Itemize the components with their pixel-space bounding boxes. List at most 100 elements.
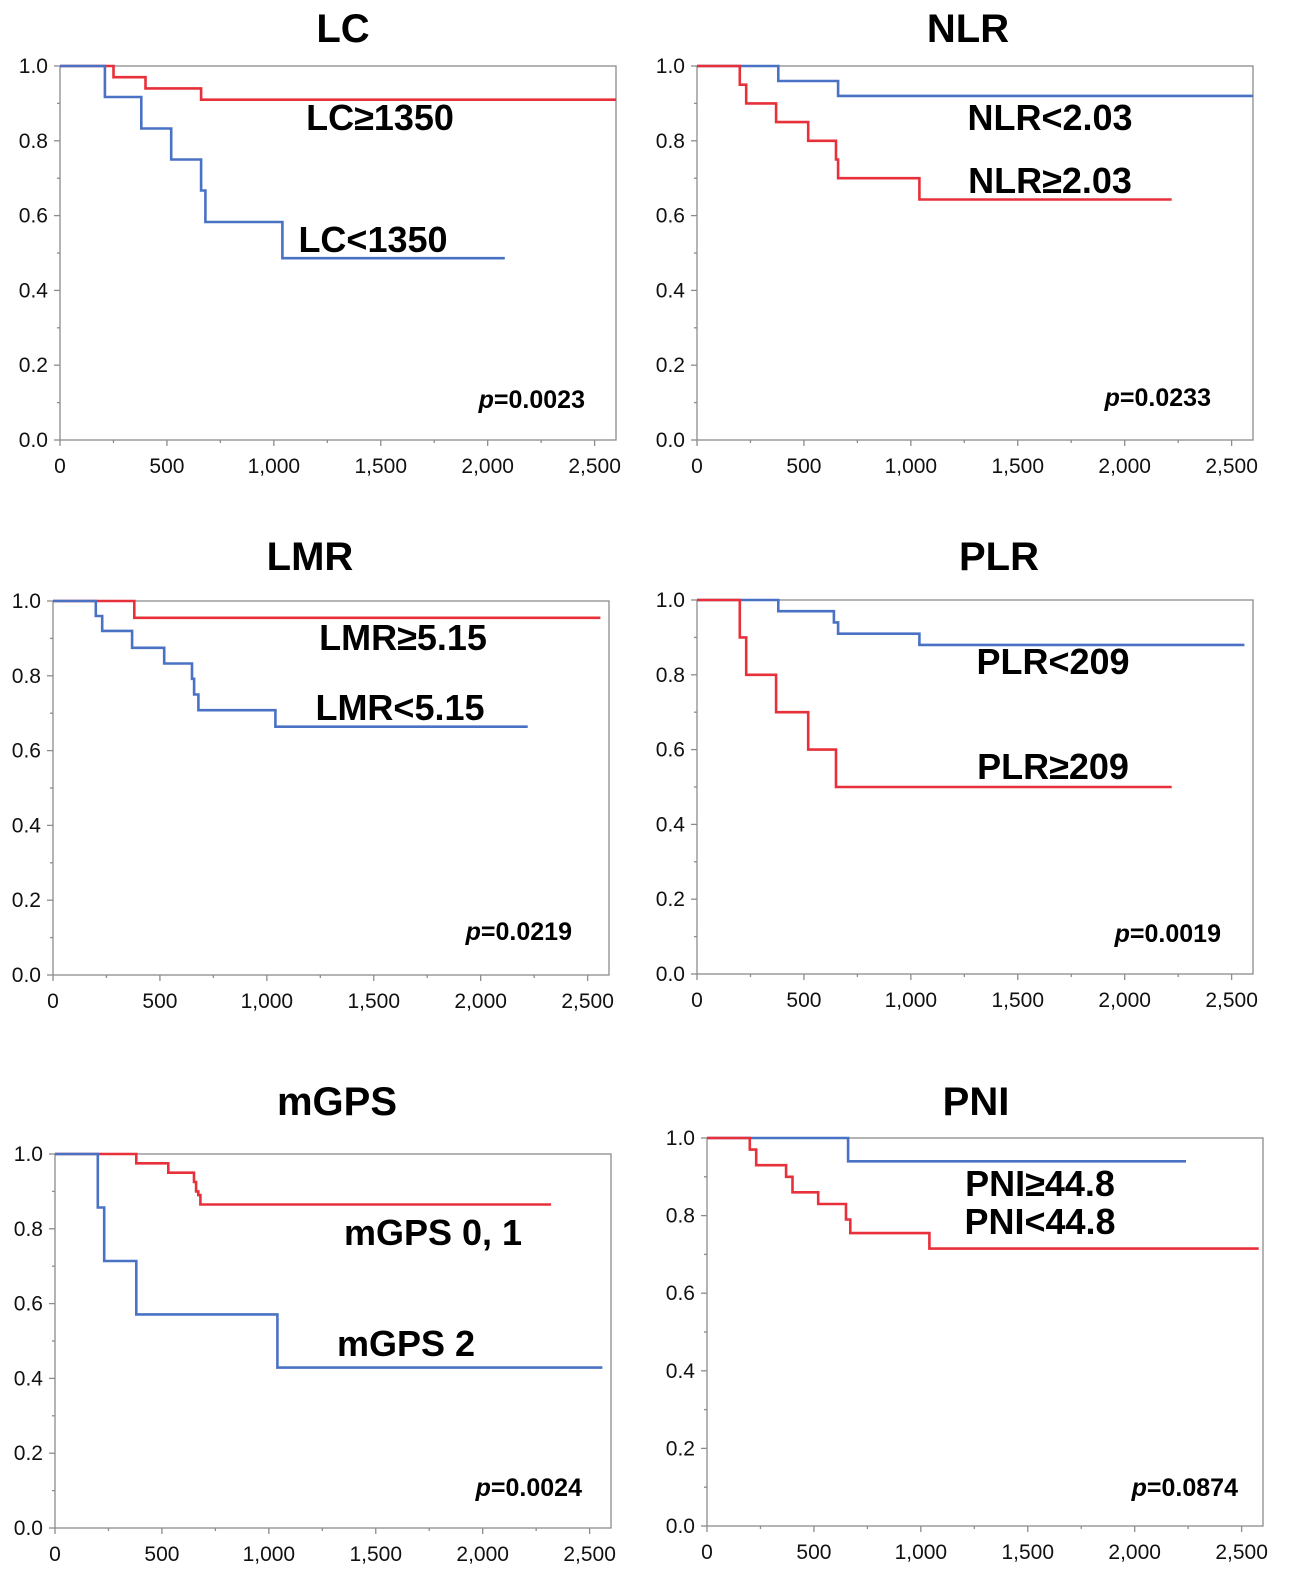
x-tick-label: 500 [786, 455, 821, 478]
panel-title: PNI [943, 1080, 1010, 1124]
km-panel-mgps: mGPS 0.0 0.2 0.4 0.6 0.8 1.0 0 500 1,000 1,500 2,00… [14, 1080, 616, 1566]
p-value-label: p=0.0019 [1114, 920, 1221, 948]
x-tick-label: 0 [54, 455, 66, 478]
survival-curve-nlr-2-03 [697, 64, 1253, 98]
x-tick-label: 2,000 [456, 1543, 509, 1566]
y-tick-label: 0.2 [19, 354, 48, 377]
series-label: LMR≥5.15 [319, 617, 487, 658]
y-tick-label: 0.8 [656, 664, 685, 687]
p-value-label: p=0.0874 [1131, 1474, 1238, 1502]
series-label: mGPS 2 [337, 1323, 475, 1364]
x-tick-label: 1,000 [885, 989, 938, 1012]
y-tick-label: 0.0 [19, 429, 48, 452]
y-tick-label: 1.0 [666, 1127, 695, 1150]
y-tick-label: 0.0 [656, 963, 685, 986]
x-tick-label: 1,500 [1001, 1541, 1054, 1564]
survival-curve-lc-1350 [60, 64, 505, 260]
panel-title: mGPS [277, 1080, 397, 1124]
panel-title: NLR [927, 7, 1009, 51]
x-tick-label: 500 [149, 455, 184, 478]
series-label: mGPS 0, 1 [344, 1212, 522, 1253]
series-label: LC<1350 [298, 219, 447, 260]
x-tick-label: 2,000 [1098, 455, 1151, 478]
y-tick-label: 0.2 [656, 354, 685, 377]
x-tick-label: 1,500 [354, 455, 407, 478]
x-tick-label: 500 [142, 990, 177, 1013]
series-label: NLR<2.03 [967, 97, 1132, 138]
y-tick-label: 0.4 [14, 1367, 44, 1390]
p-value-label: p=0.0219 [465, 918, 572, 946]
series-label: PNI≥44.8 [965, 1163, 1115, 1204]
panel-title: LC [316, 7, 369, 51]
x-tick-label: 0 [47, 990, 59, 1013]
x-tick-label: 2,000 [1108, 1541, 1161, 1564]
survival-curve-pni-44-8 [707, 1136, 1259, 1250]
p-value-label: p=0.0024 [475, 1474, 582, 1502]
y-tick-label: 0.8 [12, 665, 41, 688]
y-tick-label: 0.2 [12, 889, 41, 912]
x-tick-label: 1,000 [243, 1543, 296, 1566]
x-tick-label: 2,500 [561, 990, 614, 1013]
x-tick-label: 2,500 [1205, 989, 1258, 1012]
y-tick-label: 1.0 [656, 55, 685, 78]
series-label: PLR≥209 [977, 746, 1129, 787]
x-tick-label: 2,000 [461, 455, 514, 478]
x-tick-label: 2,500 [568, 455, 621, 478]
y-tick-label: 0.4 [666, 1360, 696, 1383]
x-tick-label: 2,500 [1215, 1541, 1268, 1564]
y-tick-label: 0.4 [19, 279, 49, 302]
y-tick-label: 0.8 [666, 1205, 695, 1228]
y-tick-label: 0.0 [656, 429, 685, 452]
x-tick-label: 1,000 [885, 455, 938, 478]
y-tick-label: 0.8 [14, 1218, 43, 1241]
x-tick-label: 1,500 [349, 1543, 402, 1566]
series-label: LMR<5.15 [315, 687, 484, 728]
x-tick-label: 1,500 [347, 990, 400, 1013]
p-value-label: p=0.0233 [1104, 384, 1211, 412]
y-tick-label: 1.0 [12, 590, 41, 613]
p-value-label: p=0.0023 [478, 386, 585, 414]
x-tick-label: 2,500 [563, 1543, 616, 1566]
survival-curve-plr-209 [697, 598, 1245, 647]
y-tick-label: 0.2 [666, 1437, 695, 1460]
y-tick-label: 0.8 [19, 130, 48, 153]
y-tick-label: 0.2 [14, 1442, 43, 1465]
x-tick-label: 0 [691, 989, 703, 1012]
x-tick-label: 0 [49, 1543, 61, 1566]
survival-curve-lc-1350 [60, 64, 616, 101]
y-tick-label: 0.0 [666, 1515, 695, 1538]
y-tick-label: 1.0 [19, 55, 48, 78]
y-tick-label: 0.4 [656, 813, 686, 836]
survival-curve-mgps-0-1 [55, 1152, 552, 1206]
x-tick-label: 500 [144, 1543, 179, 1566]
series-label: LC≥1350 [306, 97, 454, 138]
y-tick-label: 0.0 [12, 964, 41, 987]
series-label: NLR≥2.03 [968, 160, 1132, 201]
x-tick-label: 2,000 [1098, 989, 1151, 1012]
y-tick-label: 1.0 [14, 1143, 43, 1166]
y-tick-label: 0.6 [656, 739, 685, 762]
km-panel-lc: LC 0.0 0.2 0.4 0.6 0.8 1.0 0 500 1,000 1,500 2,000 2… [19, 7, 621, 478]
survival-curve-mgps-2 [55, 1152, 603, 1369]
y-tick-label: 0.4 [656, 279, 686, 302]
km-panel-pni: PNI 0.0 0.2 0.4 0.6 0.8 1.0 0 500 1,000 1,500 2,000… [666, 1080, 1268, 1564]
x-tick-label: 1,500 [991, 455, 1044, 478]
survival-curve-plr-209 [697, 598, 1172, 789]
series-label: PLR<209 [976, 641, 1129, 682]
y-tick-label: 0.4 [12, 814, 42, 837]
survival-curve-lmr-5-15 [53, 599, 528, 728]
x-tick-label: 1,000 [241, 990, 294, 1013]
x-tick-label: 2,500 [1205, 455, 1258, 478]
x-tick-label: 1,000 [895, 1541, 948, 1564]
survival-curve-pni-44-8 [707, 1136, 1186, 1163]
survival-curve-nlr-2-03 [697, 64, 1172, 201]
y-tick-label: 0.6 [656, 205, 685, 228]
panel-title: PLR [959, 535, 1039, 579]
x-tick-label: 500 [796, 1541, 831, 1564]
x-tick-label: 1,500 [991, 989, 1044, 1012]
x-tick-label: 500 [786, 989, 821, 1012]
y-tick-label: 0.6 [666, 1282, 695, 1305]
y-tick-label: 1.0 [656, 589, 685, 612]
x-tick-label: 2,000 [454, 990, 507, 1013]
km-panel-nlr: NLR 0.0 0.2 0.4 0.6 0.8 1.0 0 500 1,000 1,500 2,000… [656, 7, 1258, 478]
